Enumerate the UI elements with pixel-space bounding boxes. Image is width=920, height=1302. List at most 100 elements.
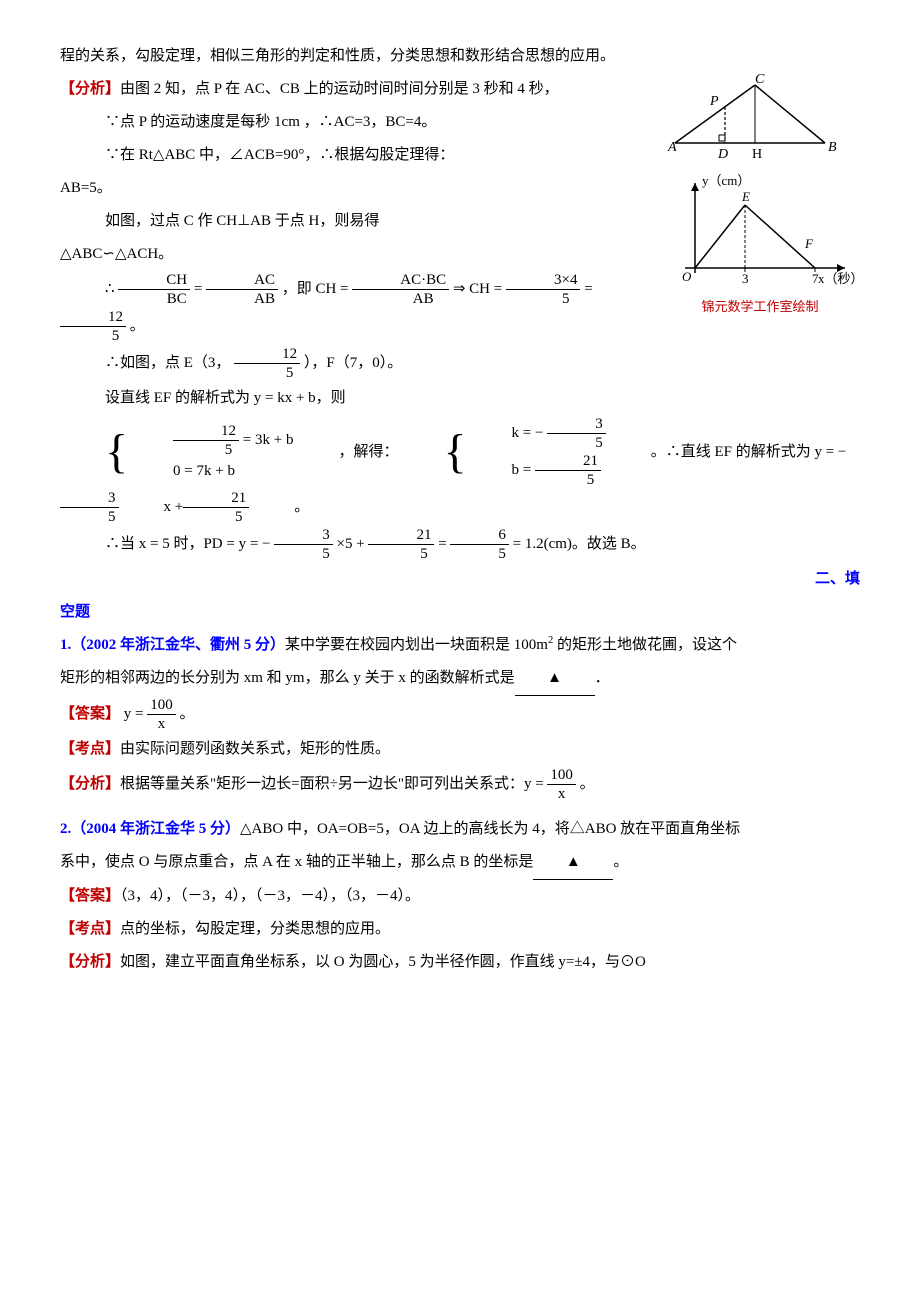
tick-3: 3 — [742, 271, 749, 286]
q1-ans-frac: 100x — [147, 696, 176, 733]
q2-kd: 点的坐标，勾股定理，分类思想的应用。 — [120, 921, 390, 937]
triangle-figure: A B C P D H — [660, 73, 840, 163]
frac-3x4-5: 3×45 — [506, 271, 580, 308]
line7: △ABC∽△ACH。 — [60, 238, 650, 271]
period-q1f: 。 — [580, 776, 595, 792]
q2-text2: 系中，使点 O 与原点重合，点 A 在 x 轴的正半轴上，那么点 B 的坐标是 — [60, 854, 533, 870]
frac-21-5: 215 — [183, 489, 249, 526]
q2-blank: ▲ — [533, 846, 613, 880]
q1-text3: 矩形的相邻两边的长分别为 xm 和 ym，那么 y 关于 x 的函数解析式是 — [60, 670, 515, 686]
q1-fenxi: 【分析】根据等量关系"矩形一边长=面积÷另一边长"即可列出关系式：y = 100… — [60, 766, 860, 803]
frac-12-5b: 125 — [234, 345, 300, 382]
label-B: B — [828, 140, 837, 155]
q1-kd: 由实际问题列函数关系式，矩形的性质。 — [120, 741, 390, 757]
q1-fx-label: 【分析】 — [60, 776, 120, 792]
graph-caption: 锦元数学工作室绘制 — [660, 293, 860, 322]
label-fenxi: 【分析】 — [60, 81, 120, 97]
line9-mid: ），F（7，0）。 — [304, 355, 402, 371]
line10: 设直线 EF 的解析式为 y = kx + b，则 — [60, 382, 650, 415]
q2-fx: 如图，建立平面直角坐标系，以 O 为圆心，5 为半径作圆，作直线 y=±4，与⊙… — [120, 954, 646, 970]
label-O: O — [682, 269, 692, 284]
q2-ans: （3，4），（－3，4），（－3，－4），（3，－4）。 — [120, 888, 420, 904]
q2-text1: △ABO 中，OA=OB=5，OA 边上的高线长为 4，将△ABO 放在平面直角… — [240, 821, 740, 837]
period-q1a: 。 — [179, 706, 194, 722]
label-F: F — [804, 236, 814, 251]
q1-text1: 某中学要在校园内划出一块面积是 100m — [285, 637, 548, 653]
label-P: P — [709, 94, 719, 109]
q1-answer: 【答案】 y = 100x 。 — [60, 696, 860, 733]
section-label-left: 空题 — [60, 596, 860, 629]
line12-mid2: = — [438, 536, 446, 552]
frac-12-5: 125 — [60, 308, 126, 345]
q1-kd-label: 【考点】 — [60, 741, 120, 757]
q1-kaodian: 【考点】由实际问题列函数关系式，矩形的性质。 — [60, 733, 860, 766]
period-q1: ． — [595, 670, 610, 686]
q2: 2.（2004 年浙江金华 5 分）△ABO 中，OA=OB=5，OA 边上的高… — [60, 813, 860, 846]
frac-3-5: 35 — [60, 489, 119, 526]
section-2b: 空题 — [60, 604, 90, 620]
therefore-1: ∴ — [105, 281, 115, 297]
q2-ref: 2.（2004 年浙江金华 5 分） — [60, 821, 240, 837]
line12-mid1: ×5 + — [337, 536, 365, 552]
eq-sign-1: = — [194, 281, 206, 297]
line6: 如图，过点 C 作 CH⊥AB 于点 H，则易得 — [60, 205, 650, 238]
analysis-line2: 【分析】由图 2 知，点 P 在 AC、CB 上的运动时间时间分别是 3 秒和 … — [60, 73, 650, 106]
label-C: C — [755, 73, 765, 87]
line8: ∴ CHBC = ACAB ，即 CH = AC·BCAB ⇒ CH = 3×4… — [60, 271, 650, 345]
section-2a: 二、填 — [815, 571, 860, 587]
analysis-row: 【分析】由图 2 知，点 P 在 AC、CB 上的运动时间时间分别是 3 秒和 … — [60, 73, 860, 415]
q1-text2: 的矩形土地做花圃，设这个 — [553, 637, 737, 653]
line-system: { 125 = 3k + b 0 = 7k + b ，解得： { k = − 3… — [60, 415, 860, 526]
line9: ∴如图，点 E（3， 125 ），F（7，0）。 — [60, 345, 650, 382]
label-E: E — [741, 189, 750, 204]
frac-ch-bc: CHBC — [118, 271, 190, 308]
section-label-right: 二、填 — [60, 563, 860, 596]
label-D: D — [717, 147, 728, 162]
q2-kaodian: 【考点】点的坐标，勾股定理，分类思想的应用。 — [60, 913, 860, 946]
label-H: H — [752, 147, 762, 162]
analysis-text-col: 【分析】由图 2 知，点 P 在 AC、CB 上的运动时间时间分别是 3 秒和 … — [60, 73, 650, 415]
sys1: 125 = 3k + b 0 = 7k + b — [128, 422, 293, 483]
eq-sign-2: = — [584, 281, 592, 297]
q1-line2: 矩形的相邻两边的长分别为 xm 和 ym，那么 y 关于 x 的函数解析式是▲． — [60, 662, 860, 696]
brace-1: { — [60, 428, 128, 476]
brace-2: { — [398, 428, 466, 476]
x-plus: x + — [119, 491, 184, 524]
line4: ∵在 Rt△ABC 中，∠ACB=90°，∴根据勾股定理得： — [60, 139, 650, 172]
line12: ∴当 x = 5 时，PD = y = − 35 ×5 + 215 = 65 =… — [60, 526, 860, 563]
line-continuation: 程的关系，勾股定理，相似三角形的判定和性质，分类思想和数形结合思想的应用。 — [60, 40, 860, 73]
q1-fx: 根据等量关系"矩形一边长=面积÷另一边长"即可列出关系式：y = — [120, 776, 544, 792]
line5: AB=5。 — [60, 172, 650, 205]
tick-7: 7 — [812, 271, 819, 286]
figures-col: A B C P D H y（cm） x（秒） E F O 3 — [660, 73, 860, 322]
frac-6-5: 65 — [450, 526, 509, 563]
line12-pre: ∴当 x = 5 时，PD = y = − — [105, 536, 271, 552]
ylabel: y（cm） — [702, 173, 750, 188]
q1-blank: ▲ — [515, 662, 595, 696]
q2-fenxi: 【分析】如图，建立平面直角坐标系，以 O 为圆心，5 为半径作圆，作直线 y=±… — [60, 946, 860, 979]
q1: 1.（2002 年浙江金华、衢州 5 分）某中学要在校园内划出一块面积是 100… — [60, 629, 860, 662]
q2-fx-label: 【分析】 — [60, 954, 120, 970]
frac-acbc-ab: AC·BCAB — [352, 271, 449, 308]
period-1: 。 — [130, 318, 145, 334]
line8-arrow: ⇒ CH = — [453, 281, 502, 297]
q1-ans-label: 【答案】 — [60, 706, 120, 722]
frac-ac-ab: ACAB — [206, 271, 278, 308]
line12-val: = 1.2(cm)。故选 B。 — [513, 536, 646, 552]
q2-answer: 【答案】（3，4），（－3，4），（－3，－4），（3，－4）。 — [60, 880, 860, 913]
q1-ref: 1.（2002 年浙江金华、衢州 5 分） — [60, 637, 285, 653]
frac-3-5b: 35 — [274, 526, 333, 563]
line3: ∵点 P 的运动速度是每秒 1cm ，∴AC=3，BC=4。 — [60, 106, 650, 139]
xlabel: x（秒） — [818, 271, 860, 286]
q1-fx-frac: 100x — [547, 766, 576, 803]
line9-pre: ∴如图，点 E（3， — [105, 355, 230, 371]
line2-text: 由图 2 知，点 P 在 AC、CB 上的运动时间时间分别是 3 秒和 4 秒， — [120, 81, 559, 97]
graph-figure: y（cm） x（秒） E F O 3 7 — [660, 173, 860, 293]
line8-mid: ，即 CH = — [282, 281, 349, 297]
sys2: k = − 35 b = 215 — [467, 415, 606, 489]
label-A: A — [667, 140, 677, 155]
sys-mid: ，解得： — [293, 436, 398, 469]
period-q2: 。 — [613, 854, 628, 870]
q1-ans-pre: y = — [124, 706, 144, 722]
frac-21-5b: 215 — [368, 526, 434, 563]
